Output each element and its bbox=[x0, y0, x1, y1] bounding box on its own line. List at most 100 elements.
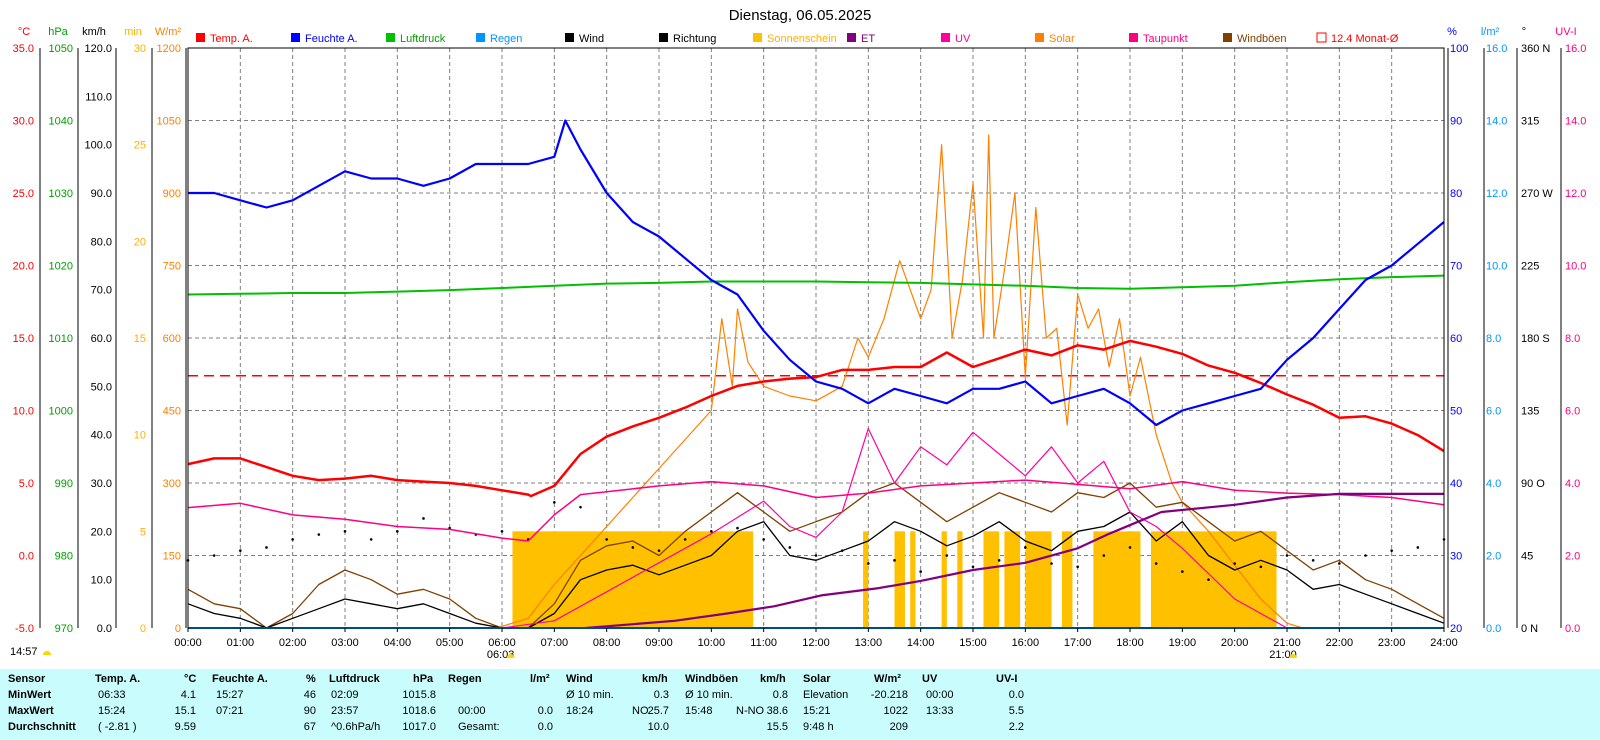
axis-tick-temp-2: 25.0 bbox=[13, 188, 34, 200]
legend-swatch-0 bbox=[196, 33, 205, 42]
sunshine-bar-6 bbox=[983, 531, 1000, 628]
stats-1-gust-t: 15:48 bbox=[685, 705, 713, 717]
axis-tick-sun-3: 15 bbox=[134, 333, 146, 345]
direction-point-30 bbox=[971, 565, 975, 569]
axis-tick-hum-5: 50 bbox=[1450, 406, 1462, 418]
axis-tick-solar-1: 1050 bbox=[157, 116, 181, 128]
direction-point-23 bbox=[788, 546, 792, 549]
axis-tick-uv-5: 6.0 bbox=[1565, 406, 1580, 418]
sunshine-bar-8 bbox=[1025, 531, 1052, 628]
x-tick-24: 24:00 bbox=[1430, 637, 1458, 649]
stats-0-press-v: 1015.8 bbox=[402, 689, 436, 701]
stats-2-temp-t: ( -2.81 ) bbox=[98, 721, 137, 733]
legend-label-0: Temp. A. bbox=[210, 33, 253, 45]
stats-2-press-v: 1017.0 bbox=[402, 721, 436, 733]
axis-unit-solar: W/m² bbox=[155, 26, 182, 38]
axis-tick-dir-3: 225 bbox=[1521, 261, 1539, 273]
axis-tick-sun-6: 0 bbox=[140, 623, 146, 635]
direction-point-28 bbox=[919, 570, 922, 573]
x-axis: 00:00 01:00 02:00 03:00 04:00 05:00 06:00 07:00… bbox=[174, 628, 1458, 660]
axis-tick-hum-1: 90 bbox=[1450, 116, 1462, 128]
stats-2-rain-v: 0.0 bbox=[537, 721, 553, 733]
direction-point-21 bbox=[736, 526, 739, 530]
axis-tick-uv-7: 2.0 bbox=[1565, 551, 1580, 563]
stats-header-wind-unit: km/h bbox=[642, 673, 668, 685]
axis-tick-dir-7: 45 bbox=[1521, 551, 1533, 563]
stats-0-hum-v: 46 bbox=[303, 689, 316, 701]
left-axes: °C 35.0 30.0 25.0 20.0 15.0 10.0 5.0 0.0 -5.0 hPa 1… bbox=[13, 26, 187, 635]
axis-tick-rain-0: 16.0 bbox=[1486, 43, 1507, 55]
stats-header-wind: Wind bbox=[566, 673, 593, 685]
legend-swatch-3 bbox=[476, 33, 485, 42]
stats-1-hum-t: 07:21 bbox=[216, 705, 244, 717]
stats-header-sensor: Sensor bbox=[8, 673, 46, 685]
stats-1-rain-t: 00:00 bbox=[458, 705, 486, 717]
x-tick-14: 14:00 bbox=[907, 637, 935, 649]
x-tick-21: 21:00 bbox=[1273, 637, 1301, 649]
stats-header-rain-unit: l/m² bbox=[530, 673, 550, 685]
legend-swatch-6 bbox=[753, 33, 762, 42]
axis-tick-press-1: 1040 bbox=[49, 116, 73, 128]
axis-tick-wind-11: 10.0 bbox=[91, 575, 112, 587]
x-tick-19: 19:00 bbox=[1169, 637, 1197, 649]
stats-0-uv-v: 0.0 bbox=[1008, 689, 1024, 701]
axis-tick-solar-3: 750 bbox=[163, 261, 181, 273]
stats-0-uv-t: 00:00 bbox=[926, 689, 954, 701]
sunshine-bar-0 bbox=[512, 531, 754, 628]
axis-tick-press-0: 1050 bbox=[49, 43, 73, 55]
axis-tick-rain-7: 2.0 bbox=[1486, 551, 1501, 563]
stats-1-solar-t: 15:21 bbox=[803, 705, 831, 717]
stats-1-temp-t: 15:24 bbox=[98, 705, 126, 717]
stats-2-solar-t: 9:48 h bbox=[803, 721, 834, 733]
legend-label-12: 12.4 Monat-Ø bbox=[1331, 33, 1399, 45]
stats-1-press-t: 23:57 bbox=[331, 705, 359, 717]
legend-swatch-5 bbox=[659, 33, 668, 42]
series-et bbox=[585, 492, 1444, 630]
direction-point-42 bbox=[1285, 554, 1289, 557]
current-time: 14:57 bbox=[10, 646, 51, 658]
series-luftdruck bbox=[187, 274, 1445, 296]
legend-swatch-4 bbox=[565, 33, 574, 42]
stats-1-uv-t: 13:33 bbox=[926, 705, 954, 717]
axis-tick-temp-0: 35.0 bbox=[13, 43, 34, 55]
stats-header-solar-unit: W/m² bbox=[874, 673, 901, 685]
direction-point-16 bbox=[605, 538, 608, 541]
legend-swatch-8 bbox=[941, 33, 950, 42]
axis-tick-hum-8: 20 bbox=[1450, 623, 1462, 635]
stats-header-rain: Regen bbox=[448, 673, 482, 685]
axis-tick-hum-7: 30 bbox=[1450, 551, 1462, 563]
direction-point-18 bbox=[657, 549, 661, 552]
direction-point-38 bbox=[1181, 570, 1184, 573]
axis-tick-wind-12: 0.0 bbox=[97, 623, 112, 635]
axis-tick-wind-5: 70.0 bbox=[91, 285, 112, 297]
x-tick-4: 04:00 bbox=[384, 637, 412, 649]
axis-tick-uv-8: 0.0 bbox=[1565, 623, 1580, 635]
stats-0-gust-t: Ø 10 min. bbox=[685, 689, 733, 701]
direction-point-25 bbox=[840, 549, 844, 552]
axis-tick-uv-6: 4.0 bbox=[1565, 478, 1580, 490]
axis-tick-rain-5: 6.0 bbox=[1486, 406, 1501, 418]
direction-point-24 bbox=[814, 554, 818, 557]
x-tick-11: 11:00 bbox=[750, 637, 777, 649]
chart-title: Dienstag, 06.05.2025 bbox=[729, 7, 872, 24]
axis-unit-hum: % bbox=[1447, 26, 1457, 38]
statistics-table: Sensor Temp. A. °C Feuchte A. % Luftdruc… bbox=[0, 669, 1600, 740]
axis-tick-temp-5: 10.0 bbox=[13, 406, 34, 418]
axis-tick-solar-0: 1200 bbox=[157, 43, 181, 55]
direction-point-19 bbox=[683, 538, 687, 541]
stats-1-wind-d: NO bbox=[632, 705, 649, 717]
stats-2-label: Durchschnitt bbox=[8, 721, 76, 733]
axis-tick-sun-2: 20 bbox=[134, 236, 146, 248]
direction-point-40 bbox=[1233, 562, 1236, 565]
direction-point-3 bbox=[265, 546, 268, 549]
axis-tick-dir-1: 315 bbox=[1521, 116, 1539, 128]
legend-label-9: Solar bbox=[1049, 33, 1075, 45]
legend-label-3: Regen bbox=[490, 33, 522, 45]
legend-label-4: Wind bbox=[579, 33, 604, 45]
axis-tick-solar-4: 600 bbox=[163, 333, 181, 345]
direction-point-2 bbox=[239, 549, 242, 552]
axis-tick-press-8: 970 bbox=[55, 623, 73, 635]
axis-tick-wind-9: 30.0 bbox=[91, 478, 112, 490]
axis-tick-wind-7: 50.0 bbox=[91, 381, 112, 393]
direction-point-36 bbox=[1128, 546, 1132, 549]
